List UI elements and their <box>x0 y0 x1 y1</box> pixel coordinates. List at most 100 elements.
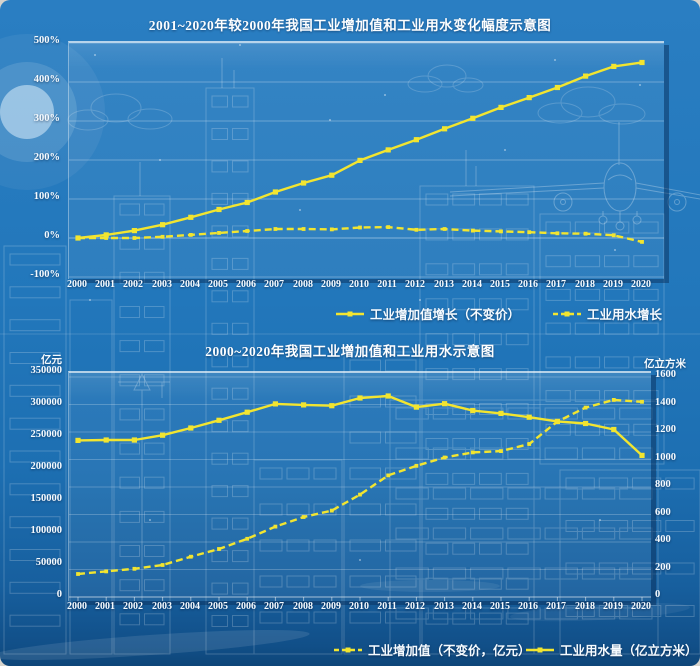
x-tick-label: 2018 <box>575 601 595 612</box>
y-tick-label: 0% <box>44 230 60 241</box>
data-point-marker <box>470 115 476 121</box>
y-tick-label: 600 <box>655 507 671 518</box>
data-point-marker <box>639 452 645 458</box>
data-point-marker <box>273 524 278 529</box>
data-point-marker <box>414 463 419 468</box>
x-tick-label: 2003 <box>152 601 172 612</box>
x-tick-label: 2020 <box>631 601 651 612</box>
data-point-marker <box>188 233 193 237</box>
data-point-marker <box>386 473 391 478</box>
legend-label: 工业用水增长 <box>587 308 663 322</box>
top-chart-plot-area <box>68 41 664 279</box>
data-point-marker <box>245 536 250 541</box>
top-chart-canvas <box>69 43 664 278</box>
x-tick-label: 2008 <box>293 279 313 290</box>
bottom-chart-title: 2000~2020年我国工业增加值和工业用水示意图 <box>205 344 495 359</box>
data-point-marker <box>555 231 560 236</box>
x-tick-label: 2001 <box>95 279 115 290</box>
legend-item: 工业用水增长 <box>553 304 662 323</box>
data-point-marker <box>131 437 137 443</box>
x-tick-label: 2008 <box>293 601 313 612</box>
data-point-marker <box>385 147 391 153</box>
x-tick-label: 2000 <box>67 601 87 612</box>
y-tick-label: 300000 <box>30 397 63 408</box>
y-tick-label: 100% <box>33 191 60 202</box>
legend-line-sample <box>526 647 554 652</box>
y-tick-label: 800 <box>655 479 671 490</box>
x-tick-label: 2016 <box>518 279 538 290</box>
y-tick-label: 200 <box>655 562 671 573</box>
data-point-marker <box>499 229 503 234</box>
data-point-marker <box>188 214 194 220</box>
data-point-marker <box>640 240 644 244</box>
data-point-marker <box>527 442 532 446</box>
data-point-marker <box>329 227 334 232</box>
x-tick-label: 2017 <box>546 601 566 612</box>
x-tick-label: 2020 <box>631 279 651 290</box>
y-tick-label: 400% <box>33 74 60 85</box>
bottom-chart-canvas <box>69 376 651 601</box>
x-tick-label: 2012 <box>405 601 425 612</box>
data-point-marker <box>103 437 109 443</box>
data-point-marker <box>611 398 616 402</box>
x-tick-label: 2004 <box>180 279 200 290</box>
data-point-marker <box>217 547 221 551</box>
data-point-marker <box>272 189 278 195</box>
data-point-marker <box>470 408 476 414</box>
legend-label: 工业增加值（不变价，亿元） <box>368 644 531 658</box>
legend-line-sample <box>334 647 362 652</box>
data-point-marker <box>583 231 588 236</box>
y-tick-label: 250000 <box>30 429 63 440</box>
data-point-marker <box>273 227 278 231</box>
data-point-marker <box>301 180 307 186</box>
y-tick-label: 150000 <box>30 493 63 504</box>
data-point-marker <box>132 566 137 571</box>
data-point-marker <box>526 95 532 101</box>
data-point-marker <box>160 563 165 567</box>
y-tick-label: 0 <box>655 589 661 600</box>
data-point-marker <box>244 409 250 415</box>
data-point-marker <box>301 402 307 408</box>
y-tick-label: 300% <box>33 113 60 124</box>
x-tick-label: 2011 <box>377 279 397 290</box>
series-line-dashed <box>77 398 643 576</box>
data-point-marker <box>639 59 645 66</box>
x-tick-label: 2011 <box>377 601 397 612</box>
data-point-marker <box>414 227 419 232</box>
data-point-marker <box>583 420 589 427</box>
data-point-marker <box>470 450 475 455</box>
data-point-marker <box>216 206 222 213</box>
x-tick-label: 2019 <box>603 601 623 612</box>
x-tick-label: 2013 <box>434 279 454 290</box>
data-point-marker <box>499 449 503 453</box>
x-tick-label: 2009 <box>321 601 341 612</box>
data-point-marker <box>357 395 363 401</box>
y-tick-label: 350000 <box>30 365 63 376</box>
x-tick-label: 2002 <box>123 279 143 290</box>
data-point-marker <box>413 137 419 143</box>
y-tick-label: 400 <box>655 534 671 545</box>
data-point-marker <box>442 126 448 132</box>
data-point-marker <box>272 401 278 407</box>
x-tick-label: 2019 <box>603 279 623 290</box>
data-point-marker <box>160 222 166 228</box>
x-tick-label: 2003 <box>152 279 172 290</box>
y-tick-label: 1200 <box>655 424 676 435</box>
data-point-marker <box>301 515 306 519</box>
data-point-marker <box>216 417 222 423</box>
data-point-marker <box>160 432 166 438</box>
y-tick-label: 50000 <box>35 557 62 568</box>
x-tick-label: 2014 <box>462 279 482 290</box>
legend-item: 工业用水量（亿立方米） <box>526 640 698 659</box>
y-tick-label: 1000 <box>655 452 676 463</box>
x-tick-label: 2006 <box>236 601 256 612</box>
x-tick-label: 2015 <box>490 601 510 612</box>
data-point-marker <box>103 232 109 238</box>
data-point-marker <box>358 492 362 497</box>
x-tick-label: 2006 <box>236 279 256 290</box>
x-tick-label: 2015 <box>490 279 510 290</box>
data-point-marker <box>583 405 588 410</box>
y-tick-label: -100% <box>30 269 60 280</box>
data-point-marker <box>104 236 109 240</box>
